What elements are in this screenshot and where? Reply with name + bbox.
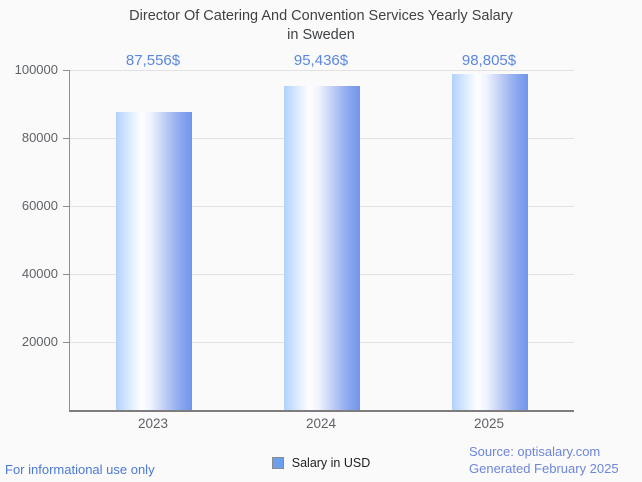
y-tick-mark — [63, 138, 69, 139]
x-tick-label-2023: 2023 — [137, 416, 169, 431]
y-tick-mark — [63, 206, 69, 207]
generated-line: Generated February 2025 — [469, 461, 619, 476]
y-tick-mark — [63, 342, 69, 343]
legend-swatch-icon — [271, 457, 284, 469]
y-tick-label: 80000 — [21, 130, 58, 145]
y-tick-label: 100000 — [14, 62, 58, 77]
legend: Salary in USD — [0, 454, 642, 472]
chart-title-line2: in Sweden — [287, 27, 355, 44]
value-label-2023: 87,556$ — [125, 52, 181, 69]
value-label-2025: 98,805$ — [461, 52, 517, 69]
bar-2025 — [452, 74, 528, 410]
chart-title-line1: Director Of Catering And Convention Serv… — [129, 8, 513, 24]
source-info: Source: optisalary.com Generated Februar… — [469, 443, 638, 477]
plot-area — [63, 70, 574, 412]
y-tick-label: 20000 — [21, 334, 58, 349]
disclaimer-text: For informational use only — [5, 462, 155, 477]
legend-label: Salary in USD — [291, 456, 371, 470]
y-tick-mark — [63, 274, 69, 275]
x-tick-label-2024: 2024 — [305, 416, 337, 431]
value-label-2024: 95,436$ — [293, 52, 349, 69]
y-axis-labels: 20000 40000 60000 80000 100000 — [0, 62, 60, 410]
x-tick-label-2025: 2025 — [473, 416, 505, 431]
chart-title: Director Of Catering And Convention Serv… — [0, 7, 642, 45]
bar-2023 — [116, 112, 192, 410]
gridline — [70, 70, 574, 71]
y-tick-label: 40000 — [21, 266, 58, 281]
y-tick-label: 60000 — [21, 198, 58, 213]
y-tick-mark — [63, 70, 69, 71]
bar-2024 — [284, 85, 360, 410]
source-line: Source: optisalary.com — [469, 444, 601, 459]
